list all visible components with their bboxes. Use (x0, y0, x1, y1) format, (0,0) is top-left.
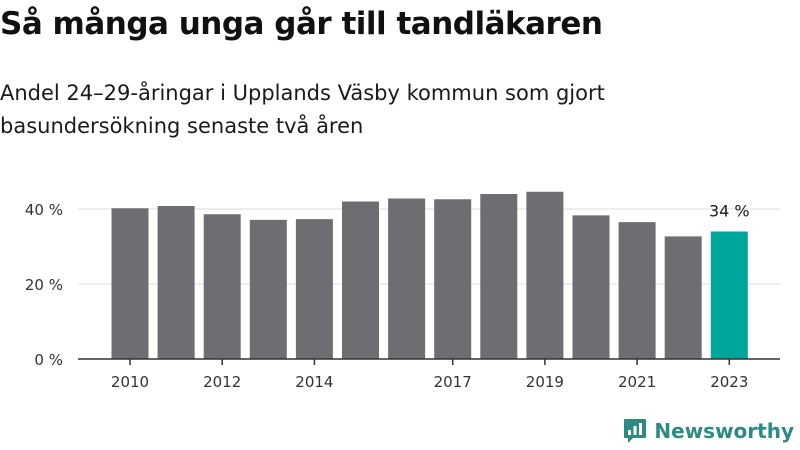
data-label: 34 % (709, 202, 750, 221)
y-tick-label: 40 % (25, 201, 63, 219)
y-tick-label: 20 % (25, 276, 63, 294)
brand-name: Newsworthy (654, 419, 794, 443)
bar (157, 206, 195, 359)
bar (249, 219, 287, 359)
bar (480, 194, 518, 359)
x-tick-label: 2019 (526, 373, 564, 391)
x-tick-label: 2014 (295, 373, 333, 391)
x-tick-label: 2023 (710, 373, 748, 391)
bar-chart-speech-bubble-icon (624, 419, 647, 443)
bar (111, 208, 149, 359)
x-tick-label: 2021 (618, 373, 656, 391)
x-tick-label: 2017 (434, 373, 472, 391)
bar (203, 214, 241, 359)
bar-highlight (710, 231, 748, 359)
bar (295, 219, 333, 359)
chart-title: Så många unga går till tandläkaren (0, 6, 603, 42)
chart-subtitle: Andel 24–29-åringar i Upplands Väsby kom… (0, 81, 605, 138)
x-tick-label: 2010 (111, 373, 149, 391)
brand-logo: Newsworthy (623, 418, 794, 444)
y-tick-label: 0 % (34, 351, 63, 369)
x-tick-label: 2012 (203, 373, 241, 391)
bar (618, 222, 656, 359)
bar (342, 201, 379, 359)
bar (526, 191, 564, 359)
bar (434, 199, 472, 359)
bar (388, 198, 426, 359)
bar (664, 236, 702, 359)
bar (572, 215, 610, 359)
